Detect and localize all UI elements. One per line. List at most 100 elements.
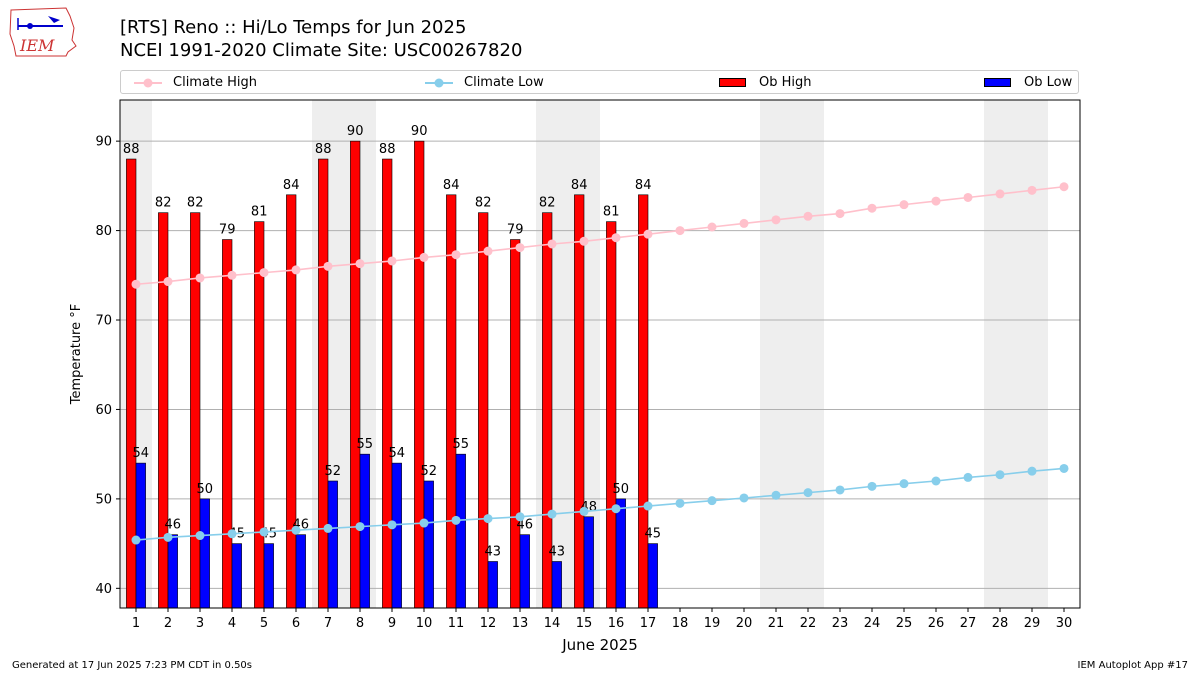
ob-high-label: 90 <box>347 124 364 139</box>
climate-high-point <box>195 273 205 283</box>
x-tick-label: 1 <box>132 616 140 631</box>
climate-high-point <box>131 279 141 289</box>
y-tick-label: 70 <box>95 314 112 329</box>
x-tick-label: 7 <box>324 616 332 631</box>
x-tick-label: 22 <box>800 616 817 631</box>
ob-low-bar <box>551 561 562 609</box>
ob-low-bar <box>327 480 338 609</box>
y-tick-label: 50 <box>95 492 112 507</box>
climate-high-point <box>675 226 685 236</box>
ob-high-label: 81 <box>251 205 268 220</box>
x-tick-label: 2 <box>164 616 172 631</box>
weekend-shade <box>760 100 824 608</box>
climate-high-point <box>355 259 365 269</box>
climate-low-point <box>355 522 365 532</box>
ob-high-label: 79 <box>219 223 236 238</box>
x-tick-label: 10 <box>416 616 433 631</box>
climate-low-line <box>135 467 1065 541</box>
ob-high-bar <box>606 221 617 609</box>
x-tick-label: 25 <box>896 616 913 631</box>
climate-high-point <box>387 256 397 266</box>
climate-high-point <box>483 246 493 256</box>
ob-low-bar <box>391 462 402 609</box>
ob-high-label: 88 <box>123 142 140 157</box>
chart-subtitle: NCEI 1991-2020 Climate Site: USC00267820 <box>120 40 523 61</box>
y-tick-label: 40 <box>95 582 112 597</box>
ob-low-bar <box>455 453 466 609</box>
plot-frame <box>119 99 1081 609</box>
generated-timestamp: Generated at 17 Jun 2025 7:23 PM CDT in … <box>12 660 253 671</box>
ob-high-label: 84 <box>283 178 300 193</box>
ob-low-bar <box>263 543 274 609</box>
legend: Climate High Climate Low Ob High Ob Low <box>120 70 1079 94</box>
ob-low-bar <box>359 453 370 609</box>
x-tick-label: 21 <box>768 616 785 631</box>
y-tick-label: 60 <box>95 403 112 418</box>
climate-high-point <box>611 233 621 243</box>
x-tick-label: 18 <box>672 616 689 631</box>
climate-high-point <box>291 265 301 275</box>
iem-logo: IEM <box>9 7 77 57</box>
ob-high-label: 81 <box>603 205 620 220</box>
chart-title: [RTS] Reno :: Hi/Lo Temps for Jun 2025 <box>120 17 467 38</box>
legend-label: Climate Low <box>464 75 544 90</box>
x-tick-label: 19 <box>704 616 721 631</box>
ob-low-bar <box>167 534 178 609</box>
ob-low-label: 55 <box>357 437 374 452</box>
climate-low-point <box>483 514 493 524</box>
x-tick-label: 15 <box>576 616 593 631</box>
climate-high-point <box>931 196 941 206</box>
ob-high-bar <box>574 194 585 609</box>
climate-low-point <box>739 493 749 503</box>
x-tick-label: 6 <box>292 616 300 631</box>
legend-label: Ob Low <box>1024 75 1073 90</box>
climate-high-point <box>771 215 781 225</box>
x-tick-label: 17 <box>640 616 657 631</box>
ob-low-label: 54 <box>133 446 150 461</box>
climate-low-point <box>195 531 205 541</box>
ob-low-bar <box>135 462 146 609</box>
ob-high-label: 88 <box>379 142 396 157</box>
ob-high-label: 84 <box>571 178 588 193</box>
climate-high-point <box>643 229 653 239</box>
climate-low-point <box>1027 466 1037 476</box>
climate-low-point <box>419 518 429 528</box>
x-tick-label: 9 <box>388 616 396 631</box>
climate-low-point <box>259 527 269 537</box>
ob-low-label: 43 <box>485 544 502 559</box>
ob-high-bar <box>222 239 233 609</box>
x-tick-label: 27 <box>960 616 977 631</box>
ob-high-bar <box>286 194 297 609</box>
ob-high-label: 79 <box>507 223 524 238</box>
ob-high-bar <box>382 158 393 609</box>
climate-low-point <box>579 506 589 516</box>
climate-low-point <box>451 515 461 525</box>
climate-high-point <box>419 252 429 262</box>
climate-low-point <box>291 525 301 535</box>
ob-high-bar <box>350 140 361 609</box>
ob-low-bar <box>423 480 434 609</box>
climate-high-point <box>963 192 973 202</box>
climate-low-point <box>931 476 941 486</box>
climate-low-point <box>515 512 525 522</box>
climate-low-point <box>323 523 333 533</box>
ob-high-bar <box>638 194 649 609</box>
ob-high-bar <box>190 212 201 609</box>
ob-low-label: 54 <box>389 446 406 461</box>
ob-high-bar <box>158 212 169 609</box>
climate-high-point <box>835 209 845 219</box>
ob-low-label: 46 <box>165 518 182 533</box>
climate-high-point <box>995 189 1005 199</box>
ob-high-bar <box>254 221 265 609</box>
ob-high-bar <box>510 239 521 609</box>
x-tick-label: 14 <box>544 616 561 631</box>
ob-low-label: 50 <box>613 482 630 497</box>
legend-label: Ob High <box>759 75 812 90</box>
x-tick-label: 24 <box>864 616 881 631</box>
climate-high-point <box>803 211 813 221</box>
x-tick-label: 30 <box>1056 616 1073 631</box>
climate-high-point <box>323 261 333 271</box>
climate-low-point <box>547 509 557 519</box>
x-axis-label: June 2025 <box>561 636 638 654</box>
